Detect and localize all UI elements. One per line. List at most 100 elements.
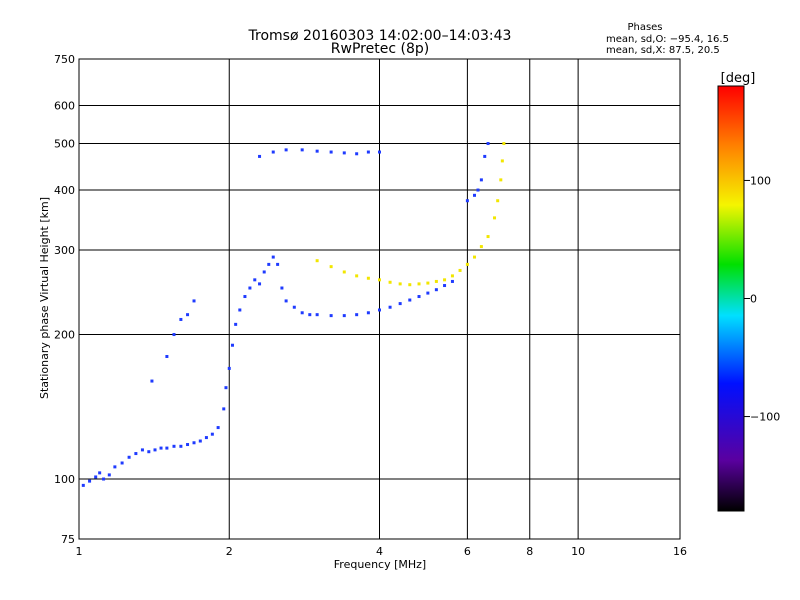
- data-point: [120, 461, 124, 465]
- data-point: [388, 305, 392, 309]
- data-point: [465, 262, 469, 266]
- x-tick-label: 4: [376, 545, 383, 558]
- data-point: [388, 280, 392, 284]
- colorbar-tick-label: 0: [750, 293, 757, 306]
- x-tick-label: 2: [226, 545, 233, 558]
- data-point: [127, 455, 131, 459]
- grid-lines: [79, 59, 680, 539]
- data-point: [329, 150, 333, 154]
- data-point: [284, 148, 288, 152]
- chart-title: Tromsø 20160303 14:02:00–14:03:43: [248, 28, 512, 44]
- data-point: [450, 274, 454, 278]
- data-point: [443, 284, 447, 288]
- phase-box-line2: mean, sd,X: 87.5, 20.5: [606, 45, 720, 56]
- x-tick-label: 1: [76, 545, 83, 558]
- data-point: [486, 235, 490, 239]
- data-point: [98, 471, 102, 475]
- data-point: [398, 302, 402, 306]
- data-point: [262, 270, 266, 274]
- y-tick-label: 200: [54, 329, 75, 342]
- data-point: [192, 299, 196, 303]
- data-point: [483, 154, 487, 158]
- data-point: [355, 152, 359, 156]
- data-point: [224, 386, 228, 390]
- data-point: [366, 276, 370, 280]
- data-point: [499, 178, 503, 182]
- data-point: [81, 483, 85, 487]
- data-point: [342, 270, 346, 274]
- data-point: [88, 479, 92, 483]
- data-point: [179, 444, 183, 448]
- data-point: [408, 283, 412, 287]
- x-tick-label: 8: [526, 545, 533, 558]
- data-point: [443, 278, 447, 282]
- y-axis-label: Stationary phase Virtual Height [km]: [38, 197, 51, 399]
- data-point: [243, 295, 247, 299]
- y-tick-label: 75: [61, 533, 75, 546]
- data-point: [315, 313, 319, 317]
- y-tick-label: 750: [54, 53, 75, 66]
- data-point: [300, 311, 304, 315]
- data-point: [276, 262, 280, 266]
- data-point: [434, 279, 438, 283]
- data-point: [113, 465, 117, 469]
- data-point: [366, 150, 370, 154]
- x-tick-label: 16: [673, 545, 687, 558]
- data-point: [271, 255, 275, 259]
- data-point: [479, 178, 483, 182]
- x-tick-label: 6: [464, 545, 471, 558]
- data-point: [426, 281, 430, 285]
- data-point: [502, 142, 506, 146]
- data-point: [496, 199, 500, 203]
- data-point: [227, 366, 231, 370]
- data-point: [204, 436, 208, 440]
- data-point: [238, 308, 242, 312]
- data-point: [355, 274, 359, 278]
- data-point: [198, 439, 202, 443]
- data-point: [472, 193, 476, 197]
- data-point: [329, 314, 333, 318]
- data-point: [165, 446, 169, 450]
- data-point: [186, 313, 190, 317]
- data-point: [280, 286, 284, 290]
- y-tick-label: 500: [54, 138, 75, 151]
- data-point: [230, 343, 234, 347]
- data-point: [172, 333, 176, 337]
- data-point: [342, 314, 346, 318]
- data-point: [315, 149, 319, 153]
- data-point: [267, 262, 271, 266]
- colorbar-tick-label: −100: [750, 411, 780, 424]
- data-point: [192, 441, 196, 445]
- data-point: [476, 188, 480, 192]
- data-point: [234, 322, 238, 326]
- x-tick-label: 10: [571, 545, 585, 558]
- data-point: [378, 308, 381, 312]
- data-point: [153, 448, 157, 452]
- data-point: [186, 443, 190, 447]
- data-point: [493, 216, 497, 220]
- plot-frame: [78, 58, 681, 540]
- data-point: [408, 298, 412, 302]
- data-point: [284, 299, 288, 303]
- data-point: [417, 282, 421, 286]
- phase-box-heading: Phases: [627, 22, 662, 33]
- data-point: [465, 199, 469, 203]
- colorbar-tick-label: 100: [750, 174, 771, 187]
- data-point: [210, 432, 214, 436]
- data-point: [378, 278, 381, 282]
- data-point: [107, 473, 111, 477]
- data-point: [366, 311, 370, 315]
- data-point: [292, 305, 296, 309]
- chart-subtitle: RwPretec (8p): [331, 41, 429, 57]
- x-axis-label: Frequency [MHz]: [334, 558, 426, 571]
- y-tick-label: 300: [54, 244, 75, 257]
- data-point: [500, 159, 504, 163]
- data-point: [150, 379, 154, 383]
- data-point: [434, 288, 438, 292]
- data-point: [179, 317, 183, 321]
- colorbar: [717, 85, 745, 512]
- data-point: [486, 142, 490, 146]
- data-point: [355, 313, 359, 317]
- data-point: [216, 426, 220, 430]
